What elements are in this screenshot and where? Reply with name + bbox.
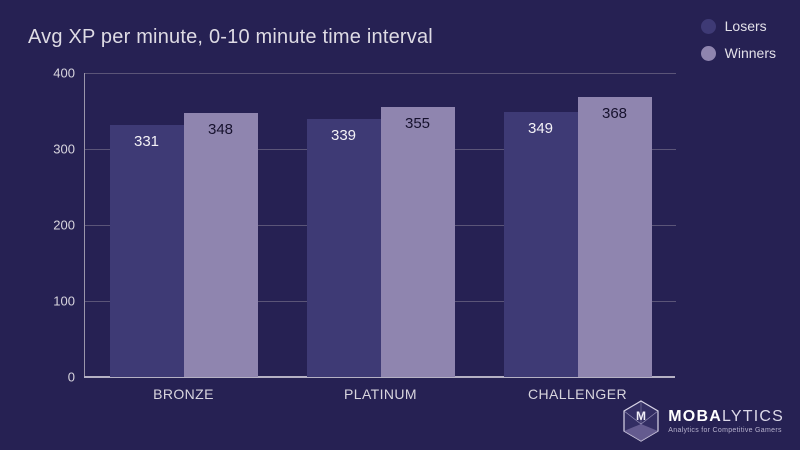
bar-losers-challenger[interactable]: 349	[503, 111, 578, 377]
bar-value-label: 331	[133, 133, 160, 151]
chart-title: Avg XP per minute, 0-10 minute time inte…	[28, 26, 433, 48]
y-tick-label: 0	[67, 369, 75, 385]
mobalytics-logo[interactable]: M MOBALYTICS Analytics for Competitive G…	[622, 400, 784, 442]
x-tick-label-platinum: PLATINUM	[344, 386, 417, 402]
y-tick-label: 300	[53, 141, 75, 157]
legend: Losers Winners	[700, 18, 776, 61]
bar-winners-bronze[interactable]: 348	[183, 112, 258, 377]
mobalytics-gem-icon: M	[623, 400, 659, 442]
bar-winners-platinum[interactable]: 355	[380, 107, 455, 377]
legend-label: Losers	[724, 18, 767, 34]
bar-value-label: 355	[404, 115, 431, 133]
bar-losers-bronze[interactable]: 331	[109, 125, 184, 377]
logo-letter: M	[636, 409, 646, 423]
x-tick-label-bronze: BRONZE	[153, 386, 214, 402]
brand-tagline: Analytics for Competitive Gamers	[668, 427, 782, 434]
x-tick-label-challenger: CHALLENGER	[528, 386, 627, 402]
gridline-400	[85, 73, 676, 74]
y-tick-label: 100	[53, 293, 75, 309]
bar-value-label: 349	[527, 119, 554, 137]
legend-label: Winners	[724, 45, 776, 61]
legend-swatch-losers	[700, 18, 716, 34]
x-axis-line	[84, 376, 675, 378]
brand-text: MOBALYTICS Analytics for Competitive Gam…	[668, 408, 784, 434]
brand-name-bold: MOBA	[668, 408, 722, 425]
bar-value-label: 348	[207, 120, 234, 138]
y-tick-label: 200	[53, 217, 75, 233]
plot-area: 0 100 200 300 400 331 348 BRONZE 339 355 PLATINUM 3…	[53, 66, 676, 402]
brand-name: MOBALYTICS	[668, 408, 784, 426]
y-axis-line	[84, 73, 85, 377]
y-tick-label: 400	[53, 65, 75, 81]
bar-value-label: 339	[330, 127, 357, 145]
bar-losers-platinum[interactable]: 339	[306, 119, 381, 377]
bar-winners-challenger[interactable]: 368	[577, 97, 652, 377]
bar-value-label: 368	[601, 105, 628, 123]
brand-name-light: LYTICS	[721, 408, 784, 425]
legend-item-winners[interactable]: Winners	[700, 45, 776, 61]
legend-item-losers[interactable]: Losers	[700, 18, 776, 34]
legend-swatch-winners	[700, 45, 716, 61]
